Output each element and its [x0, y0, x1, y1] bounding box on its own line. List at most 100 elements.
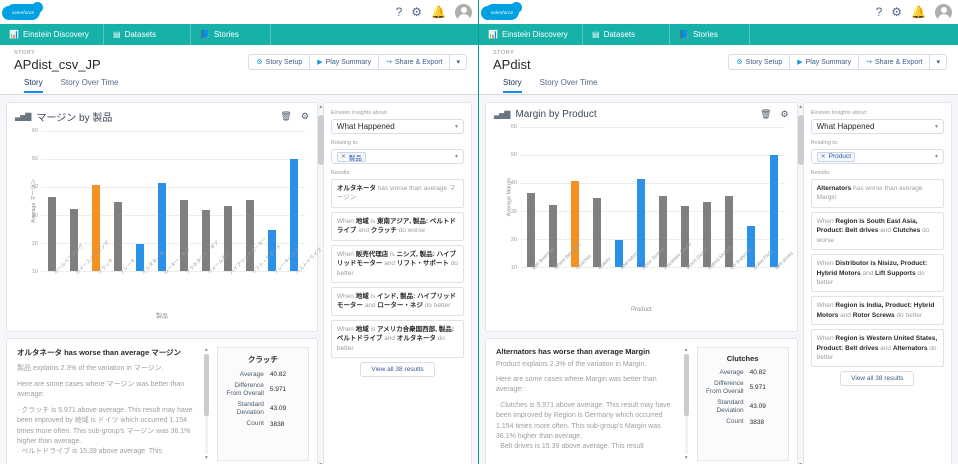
scroll-down-arrow[interactable]: ▼ — [318, 462, 324, 464]
insight-text-segment: オルタネータ — [396, 335, 436, 343]
tab-story-over-time[interactable]: Story Over Time — [60, 78, 119, 87]
insight-card[interactable]: When 地域 is 東南アジア, 製品: ベルトドライブ and クラッチ d… — [330, 211, 464, 241]
action-play-icon[interactable]: ▶ Play Summary — [310, 55, 380, 69]
view-all-results-button[interactable]: View all 38 results — [360, 362, 435, 378]
relating-to-pill[interactable]: ✕ Product — [816, 151, 856, 162]
nav-item-datasets[interactable]: ▤ Datasets — [583, 24, 670, 45]
action-gear-blue-icon[interactable]: ⚙ Story Setup — [729, 55, 791, 69]
detail-scrollbar[interactable]: ▲ ▼ — [683, 347, 689, 461]
scrollbar-thumb[interactable] — [797, 115, 804, 165]
bar-[interactable] — [267, 229, 276, 271]
bar-ball-bearings[interactable] — [527, 192, 536, 267]
bar-brake-pads[interactable] — [747, 225, 756, 267]
bar-[interactable] — [179, 199, 188, 271]
bar-[interactable] — [245, 199, 254, 271]
nav-item-stories[interactable]: 📘 Stories — [191, 24, 271, 45]
insights-about-select[interactable]: What Happened ▾ — [330, 119, 464, 134]
bar-[interactable] — [91, 184, 100, 271]
action-share-icon[interactable]: ↪ Share & Export — [859, 55, 931, 69]
bar-slot — [696, 127, 718, 267]
insight-card[interactable]: When Distributor is Nisizu, Product: Hyb… — [810, 254, 944, 293]
action-play-icon[interactable]: ▶ Play Summary — [790, 55, 860, 69]
nav-item-einstein-discovery[interactable]: 📊 Einstein Discovery — [479, 24, 583, 45]
bar-clutches[interactable] — [571, 180, 580, 267]
action-chevron-down-icon[interactable]: ▾ — [450, 55, 466, 69]
bar-brakes[interactable] — [593, 198, 602, 267]
insight-card[interactable]: When Region is India, Product: Hybrid Mo… — [810, 296, 944, 326]
bar-[interactable] — [289, 159, 298, 271]
bar-[interactable] — [223, 206, 232, 271]
view-all-results-button[interactable]: View all 38 results — [840, 371, 915, 387]
remove-pill-icon[interactable]: ✕ — [820, 154, 826, 160]
help-icon[interactable]: ? — [395, 5, 403, 19]
gear-icon[interactable]: ⚙ — [411, 5, 423, 19]
nav-item-stories[interactable]: 📘 Stories — [670, 24, 750, 45]
scroll-up-arrow[interactable]: ▲ — [798, 104, 804, 110]
user-avatar-icon[interactable] — [935, 3, 952, 21]
bar-[interactable] — [135, 243, 144, 271]
gear-icon[interactable]: ⚙ — [891, 5, 903, 19]
insight-card[interactable]: オルタネータ has worse than average マージン — [330, 179, 464, 208]
detail-scrollbar[interactable]: ▲ ▼ — [203, 347, 209, 461]
bar-wheel-bearings[interactable] — [549, 205, 558, 267]
trash-icon[interactable]: 🗑 — [760, 109, 772, 119]
tab-story[interactable]: Story — [24, 78, 43, 93]
scroll-down-arrow[interactable]: ▼ — [203, 455, 209, 461]
insight-card[interactable]: When Region is Western United States, Pr… — [810, 329, 944, 368]
bar-[interactable] — [47, 196, 56, 271]
relating-to-select[interactable]: ✕ 製品 ▾ — [330, 149, 464, 164]
tab-story-over-time[interactable]: Story Over Time — [539, 78, 598, 87]
bar-rotor-screws[interactable] — [637, 178, 646, 267]
insight-card[interactable]: Alternators has worse than average Margi… — [810, 179, 944, 208]
scroll-up-arrow[interactable]: ▲ — [203, 347, 209, 353]
bar-[interactable] — [69, 209, 78, 271]
salesforce-logo-icon[interactable]: salesforce — [2, 2, 43, 20]
scroll-down-arrow[interactable]: ▼ — [683, 455, 689, 461]
insight-card[interactable]: When Region is South East Asia, Product:… — [810, 211, 944, 251]
scroll-up-arrow[interactable]: ▲ — [318, 104, 324, 110]
help-icon[interactable]: ? — [875, 5, 883, 19]
gear-icon[interactable]: ⚙ — [300, 111, 309, 121]
insight-card[interactable]: When 地域 is インド, 製品: ハイブリッドモーター and ローター・… — [330, 286, 464, 316]
insights-scrollbar[interactable]: ▲▼ — [317, 103, 324, 464]
trash-icon[interactable]: 🗑 — [280, 111, 292, 121]
statistics-box: クラッチ Average 40.82 Difference From Overall 5… — [216, 347, 309, 461]
insight-card[interactable]: When 地域 is アメリカ合衆国西部, 製品: ベルトドライブ and オル… — [330, 319, 464, 359]
action-chevron-down-icon[interactable]: ▾ — [930, 55, 946, 69]
tab-story[interactable]: Story — [503, 78, 522, 93]
bell-icon[interactable]: 🔔 — [911, 5, 926, 19]
statistic-value: 5.971 — [269, 386, 287, 394]
nav-item-einstein-discovery[interactable]: 📊 Einstein Discovery — [0, 24, 104, 45]
insights-about-select[interactable]: What Happened ▾ — [810, 119, 944, 134]
scroll-down-arrow[interactable]: ▼ — [798, 462, 804, 464]
bar-belt-drives[interactable] — [769, 155, 778, 267]
relating-to-select[interactable]: ✕ Product ▾ — [810, 149, 944, 164]
user-avatar-icon[interactable] — [455, 3, 472, 21]
scrollbar-thumb[interactable] — [203, 354, 209, 416]
scrollbar-thumb[interactable] — [683, 354, 689, 416]
bar-[interactable] — [157, 182, 166, 271]
bar-[interactable] — [201, 209, 210, 271]
nav-item-datasets[interactable]: ▤ Datasets — [104, 24, 191, 45]
insight-card[interactable]: When 販売代理店 is ニシズ, 製品: ハイブリッドモーター and リフ… — [330, 244, 464, 283]
remove-pill-icon[interactable]: ✕ — [340, 154, 346, 160]
relating-to-pill[interactable]: ✕ 製品 — [336, 151, 366, 162]
bar-[interactable] — [113, 202, 122, 271]
action-share-icon[interactable]: ↪ Share & Export — [379, 55, 451, 69]
insight-text-segment: When — [816, 302, 836, 310]
action-gear-blue-icon[interactable]: ⚙ Story Setup — [249, 55, 311, 69]
insights-scrollbar[interactable]: ▲▼ — [797, 103, 804, 464]
salesforce-logo-icon[interactable]: salesforce — [481, 2, 522, 20]
scroll-up-arrow[interactable]: ▲ — [683, 347, 689, 353]
global-nav: 📊 Einstein Discovery ▤ Datasets 📘 Stories — [0, 24, 478, 45]
bar-lift-supports[interactable] — [725, 195, 734, 267]
bar-worm-gears[interactable] — [681, 205, 690, 267]
share-icon: ↪ — [866, 59, 873, 66]
bell-icon[interactable]: 🔔 — [431, 5, 446, 19]
bar-hybrid-motors[interactable] — [703, 202, 712, 267]
story-tabs: Story Story Over Time — [14, 78, 468, 93]
bar-alternators[interactable] — [615, 239, 624, 267]
gear-icon[interactable]: ⚙ — [780, 109, 789, 119]
scrollbar-thumb[interactable] — [317, 115, 324, 165]
bar-planetary-gears[interactable] — [659, 195, 668, 267]
